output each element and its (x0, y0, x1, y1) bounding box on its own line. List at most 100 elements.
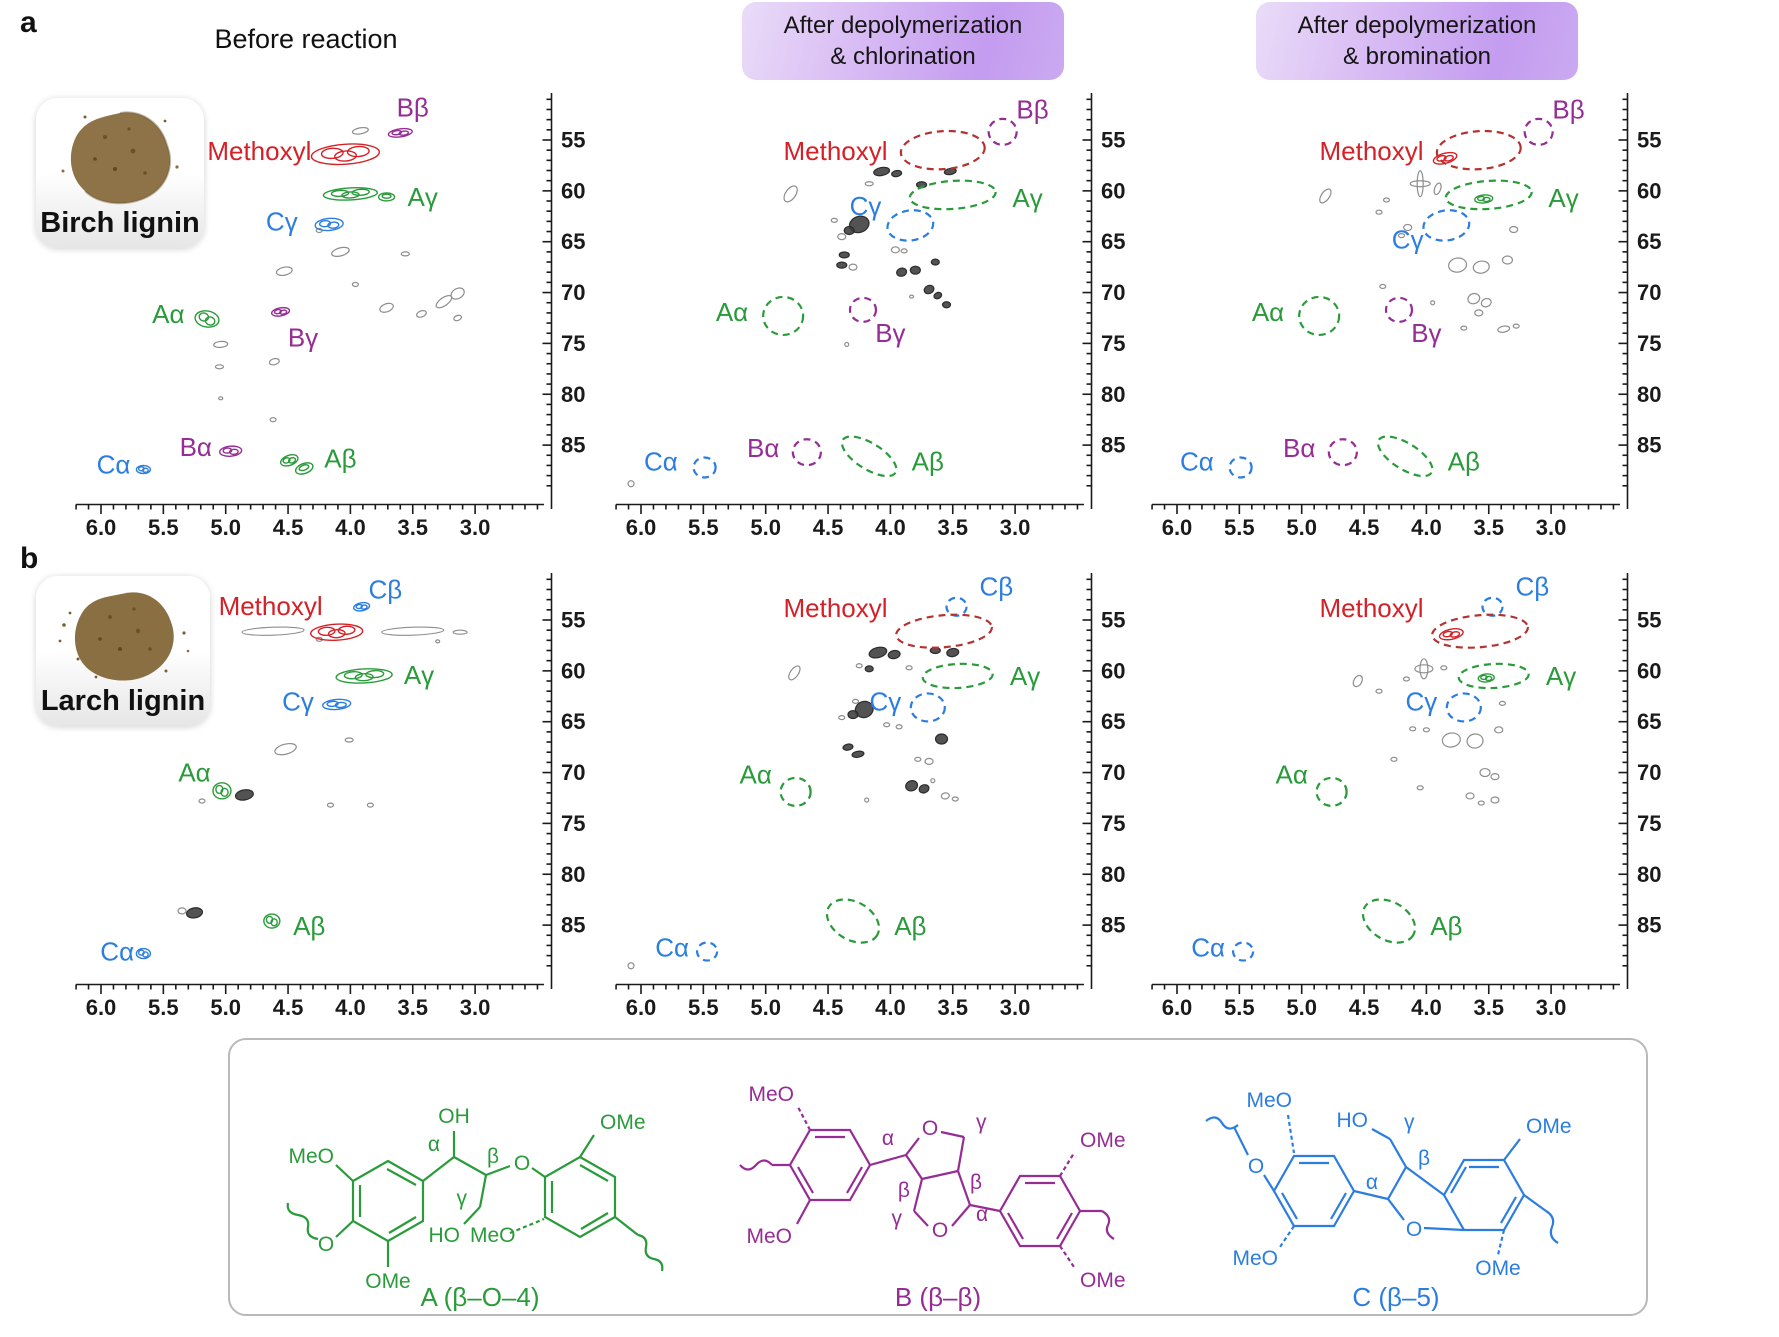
svg-text:3.5: 3.5 (937, 515, 968, 540)
structC-ho: HO (1337, 1109, 1369, 1132)
svg-text:3.0: 3.0 (1536, 515, 1567, 540)
svg-text:3.5: 3.5 (397, 515, 428, 540)
svg-text:Bα: Bα (1283, 433, 1315, 463)
spectrum-svg-b3: 6.0 5.5 5.0 4.5 4.0 3.5 3.0 55 60 65 70 75 80 85 Cβ Met… (1151, 571, 1661, 1020)
svg-text:3.0: 3.0 (1000, 995, 1031, 1020)
svg-text:Cγ: Cγ (266, 206, 298, 236)
hsqc-spectrum-larch-bromination: 6.0 5.5 5.0 4.5 4.0 3.5 3.0 55 60 65 70 75 80 85 Cβ Met… (1148, 571, 1708, 1047)
svg-text:4.5: 4.5 (273, 995, 304, 1020)
birch-lignin-label: Birch lignin (40, 207, 200, 239)
svg-text:60: 60 (561, 658, 585, 683)
structB-o-bottom: O (932, 1219, 948, 1242)
svg-text:60: 60 (1101, 658, 1125, 683)
structure-C-beta-5: MeO O MeO HO γ β α O OMe OMe C (β–5) (1205, 1089, 1572, 1311)
svg-text:Cβ: Cβ (368, 574, 402, 604)
structB-meo-top: MeO (748, 1083, 794, 1106)
linkage-structures-box: MeO OH OMe α β O γ HO MeO O OMe A (β–O–4… (228, 1038, 1648, 1316)
svg-text:55: 55 (561, 128, 585, 153)
svg-text:80: 80 (1637, 382, 1661, 407)
svg-text:75: 75 (1637, 811, 1661, 836)
svg-text:4.0: 4.0 (1411, 515, 1442, 540)
birch-lignin-powder-photo (61, 111, 179, 205)
structA-ome-bottom: OMe (365, 1270, 411, 1293)
svg-text:Cα: Cα (1191, 932, 1225, 962)
svg-text:80: 80 (561, 382, 585, 407)
svg-text:55: 55 (1637, 608, 1661, 633)
header-bromination: After depolymerization & bromination (1256, 2, 1578, 80)
spectrum-svg-a2: 6.0 5.5 5.0 4.5 4.0 3.5 3.0 55 60 65 70 75 80 85 Metho… (615, 93, 1125, 540)
structB-ome-bottom: OMe (1080, 1269, 1126, 1292)
svg-text:65: 65 (561, 229, 585, 254)
svg-text:5.5: 5.5 (148, 995, 179, 1020)
svg-text:Bγ: Bγ (875, 318, 905, 348)
svg-text:55: 55 (1101, 608, 1125, 633)
svg-text:4.0: 4.0 (875, 515, 906, 540)
svg-text:5.5: 5.5 (1224, 515, 1255, 540)
svg-text:80: 80 (561, 862, 585, 887)
svg-text:Aα: Aα (178, 758, 210, 788)
svg-text:80: 80 (1101, 862, 1125, 887)
svg-text:3.5: 3.5 (1473, 995, 1504, 1020)
hsqc-spectrum-larch-before: 6.0 5.5 5.0 4.5 4.0 3.5 3.0 55 60 65 70 75 80 85 Cβ Met… (72, 572, 632, 1047)
spectrum-svg-a1: 6.0 5.5 5.0 4.5 4.0 3.5 3.0 55 60 65 70 75 80 85 Metho… (75, 92, 585, 540)
svg-text:Aβ: Aβ (324, 443, 356, 473)
svg-text:4.0: 4.0 (875, 995, 906, 1020)
svg-text:4.0: 4.0 (335, 995, 366, 1020)
svg-text:6.0: 6.0 (1162, 995, 1193, 1020)
svg-text:3.0: 3.0 (1000, 515, 1031, 540)
svg-text:Aγ: Aγ (1546, 661, 1576, 691)
svg-text:Aα: Aα (740, 760, 772, 790)
spectrum-svg-b2: 6.0 5.5 5.0 4.5 4.0 3.5 3.0 55 60 65 70 75 80 85 Cβ Met… (615, 571, 1125, 1020)
svg-text:Cγ: Cγ (1406, 686, 1438, 716)
svg-text:5.5: 5.5 (688, 995, 719, 1020)
structA-alpha: α (428, 1133, 440, 1156)
svg-text:6.0: 6.0 (626, 515, 657, 540)
svg-text:60: 60 (1101, 178, 1125, 203)
structC-beta: β (1418, 1147, 1430, 1170)
svg-text:Bβ: Bβ (1016, 94, 1048, 124)
header-chlorination: After depolymerization & chlorination (742, 2, 1064, 80)
svg-text:Aα: Aα (152, 299, 184, 329)
hsqc-spectrum-birch-chlorination: 6.0 5.5 5.0 4.5 4.0 3.5 3.0 55 60 65 70 75 80 85 Metho… (612, 92, 1172, 567)
svg-text:Bβ: Bβ (1552, 94, 1584, 124)
structure-B-caption: B (β–β) (895, 1282, 981, 1311)
structC-o-ring: O (1406, 1218, 1422, 1241)
structC-o-left: O (1248, 1155, 1264, 1178)
svg-text:3.5: 3.5 (397, 995, 428, 1020)
svg-text:85: 85 (561, 913, 585, 938)
svg-text:Cα: Cα (655, 932, 689, 962)
svg-text:Cα: Cα (1180, 446, 1214, 476)
svg-text:4.5: 4.5 (1349, 995, 1380, 1020)
structC-gamma: γ (1404, 1111, 1415, 1134)
svg-text:70: 70 (561, 760, 585, 785)
structA-beta: β (487, 1145, 499, 1168)
svg-text:Bγ: Bγ (1411, 318, 1441, 348)
svg-text:Cγ: Cγ (870, 686, 902, 716)
svg-text:5.0: 5.0 (750, 515, 781, 540)
svg-text:5.0: 5.0 (750, 995, 781, 1020)
svg-text:55: 55 (561, 608, 585, 633)
svg-text:6.0: 6.0 (626, 995, 657, 1020)
structA-gamma: γ (457, 1187, 468, 1210)
structB-gamma2: γ (892, 1207, 903, 1230)
svg-text:Aα: Aα (1252, 297, 1284, 327)
svg-text:Methoxyl: Methoxyl (219, 591, 323, 621)
svg-text:Cα: Cα (100, 937, 134, 967)
svg-text:5.0: 5.0 (1286, 515, 1317, 540)
svg-text:85: 85 (561, 433, 585, 458)
hsqc-spectrum-birch-bromination: 6.0 5.5 5.0 4.5 4.0 3.5 3.0 55 60 65 70 75 80 85 Metho… (1148, 92, 1708, 567)
svg-text:5.0: 5.0 (210, 515, 241, 540)
hsqc-spectrum-larch-chlorination: 6.0 5.5 5.0 4.5 4.0 3.5 3.0 55 60 65 70 75 80 85 Cβ Met… (612, 571, 1172, 1047)
structC-meo-bottom: MeO (1232, 1247, 1278, 1270)
svg-text:Aγ: Aγ (1548, 183, 1578, 213)
structB-meo-bottom: MeO (746, 1225, 792, 1248)
svg-text:Bγ: Bγ (288, 322, 318, 352)
structure-A-beta-O-4: MeO OH OMe α β O γ HO MeO O OMe A (β–O–4… (286, 1105, 664, 1311)
structC-meo-top: MeO (1246, 1089, 1292, 1112)
svg-text:5.0: 5.0 (1286, 995, 1317, 1020)
svg-text:3.5: 3.5 (1473, 515, 1504, 540)
hsqc-spectrum-birch-before: 6.0 5.5 5.0 4.5 4.0 3.5 3.0 55 60 65 70 75 80 85 Metho… (72, 92, 632, 567)
svg-text:Cγ: Cγ (850, 191, 882, 221)
svg-text:Cα: Cα (97, 449, 131, 479)
